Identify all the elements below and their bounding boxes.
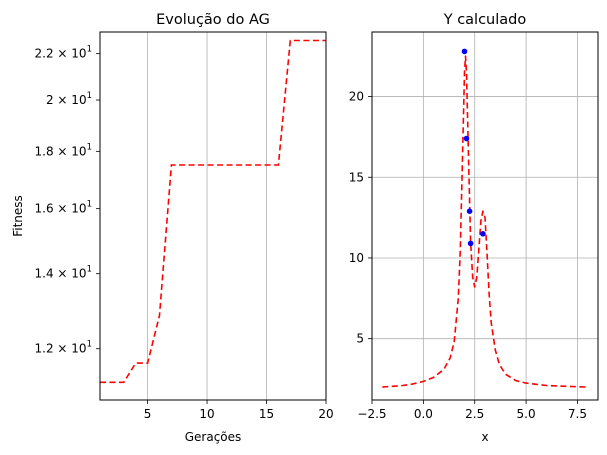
left-xlabel: Gerações: [185, 430, 242, 444]
left-axes-frame: [99, 31, 327, 401]
right-ytick-label: 15: [349, 170, 364, 184]
right-data-point: [466, 208, 473, 214]
right-ytick-label: 10: [349, 251, 364, 265]
right-data-point: [461, 48, 468, 55]
left-ytick-label: 1.8 × 101: [35, 142, 92, 158]
chart-left: 5 10 15 20 1.2 × 101 1.4 × 101 1.6 × 101 1.8 ×…: [11, 12, 334, 444]
right-xtick-label: 2.5: [465, 407, 484, 421]
right-data-point: [463, 135, 470, 142]
right-xtick-label: −2.5: [357, 407, 386, 421]
left-xtick-label: 15: [259, 407, 274, 421]
left-ytick-label: 1.4 × 101: [35, 265, 92, 281]
left-ytick-label: 1.2 × 101: [35, 340, 92, 356]
left-ylabel: Fitness: [11, 195, 25, 237]
left-yticks: 1.2 × 101 1.4 × 101 1.6 × 101 1.8 × 101 2 × …: [35, 45, 100, 356]
left-series-line: [100, 39, 326, 384]
right-xtick-label: 5.0: [517, 407, 536, 421]
left-xtick-label: 5: [144, 407, 152, 421]
left-grid: [147, 32, 327, 400]
right-title: Y calculado: [443, 12, 527, 28]
left-ytick-label: 2 × 101: [46, 91, 92, 107]
chart-right: −2.5 0.0 2.5 5.0 7.5 5 10 15 20 Y calculado x: [349, 12, 599, 444]
right-axes-frame: [371, 31, 599, 401]
left-fitness-line: [100, 39, 326, 384]
left-xticks: 5 10 15 20: [144, 400, 334, 421]
right-yticks: 5 10 15 20: [349, 90, 372, 346]
right-curve: [382, 55, 588, 388]
right-data-point: [467, 240, 474, 247]
right-xtick-label: 7.5: [568, 407, 587, 421]
right-points: [461, 48, 486, 247]
right-xtick-label: 0.0: [414, 407, 433, 421]
left-ytick-label: 1.6 × 101: [35, 200, 92, 216]
right-xlabel: x: [481, 430, 488, 444]
left-title: Evolução do AG: [156, 12, 270, 28]
right-curve-line: [382, 55, 588, 388]
left-ytick-label: 2.2 × 101: [35, 45, 92, 61]
left-xtick-label: 20: [318, 407, 333, 421]
right-xticks: −2.5 0.0 2.5 5.0 7.5: [357, 400, 587, 421]
right-ytick-label: 20: [349, 90, 364, 104]
left-xtick-label: 10: [199, 407, 214, 421]
right-ytick-label: 5: [356, 332, 364, 346]
right-data-point: [480, 231, 486, 237]
